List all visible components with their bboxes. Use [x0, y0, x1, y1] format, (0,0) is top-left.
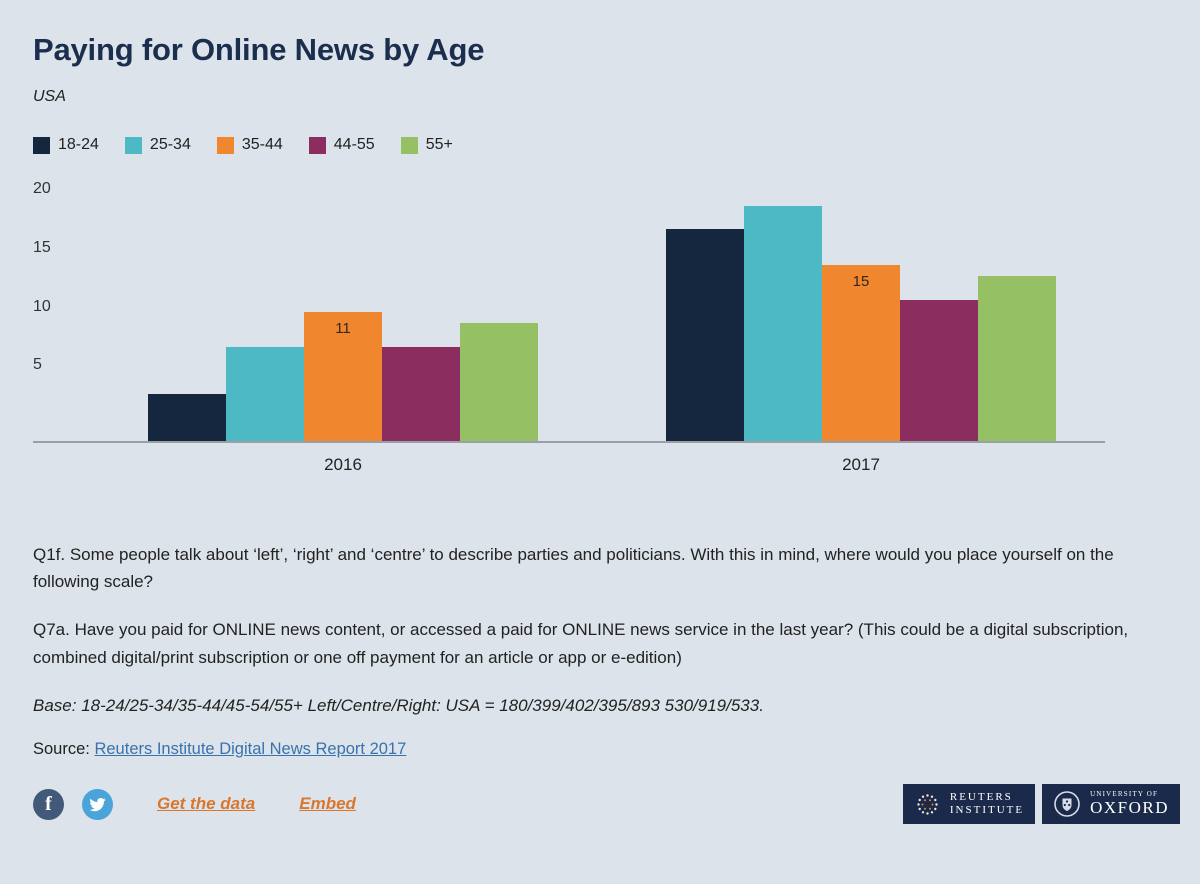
oxford-badge-line1: UNIVERSITY OF	[1090, 790, 1159, 799]
reuters-badge-line2: INSTITUTE	[949, 804, 1025, 816]
y-axis-tick: 10	[33, 297, 51, 315]
twitter-share-button[interactable]	[82, 788, 113, 820]
legend-label: 55+	[425, 136, 453, 153]
plot-area: 5 10 15 20 11 15	[33, 180, 1105, 443]
legend-item-44-55[interactable]: 44-55	[308, 136, 375, 154]
legend-swatch	[308, 136, 326, 154]
source-link[interactable]: Reuters Institute Digital News Report 20…	[94, 739, 407, 758]
legend-swatch	[33, 136, 50, 154]
oxford-badge-line2: OXFORD	[1090, 798, 1169, 818]
bar-44-55-2016[interactable]	[382, 347, 460, 441]
oxford-crest-icon	[1054, 791, 1080, 817]
x-axis: 2016 2017	[33, 455, 1105, 483]
legend-item-55+[interactable]: 55+	[400, 136, 453, 154]
facebook-share-button[interactable]: f	[33, 788, 64, 820]
reuters-logo-icon	[917, 793, 938, 815]
bar-25-34-2017[interactable]	[744, 206, 822, 441]
bar-group-2017: 15	[666, 206, 1056, 441]
legend-label: 18-24	[58, 136, 99, 153]
bar-18-24-2017[interactable]	[666, 229, 744, 441]
bar-25-34-2016[interactable]	[226, 347, 304, 441]
page-title: Paying for Online News by Age	[33, 32, 485, 67]
bar-value-label: 15	[852, 273, 870, 290]
bar-55plus-2017[interactable]	[978, 276, 1056, 441]
bar-35-44-2017[interactable]: 15	[822, 265, 900, 441]
legend-item-35-44[interactable]: 35-44	[216, 136, 283, 154]
embed-link[interactable]: Embed	[299, 794, 356, 813]
bar-group-2016: 11	[148, 312, 538, 441]
twitter-icon	[89, 797, 106, 811]
note-q1f: Q1f. Some people talk about ‘left’, ‘rig…	[33, 545, 1114, 592]
bar-55plus-2016[interactable]	[460, 323, 538, 441]
legend-item-18-24[interactable]: 18-24	[33, 136, 99, 154]
source-line: Source: Reuters Institute Digital News R…	[33, 740, 1167, 759]
legend-label: 44-55	[333, 136, 375, 153]
y-axis-tick: 5	[33, 356, 42, 374]
x-axis-label-2017: 2017	[842, 455, 880, 474]
reuters-badge-line1: REUTERS	[949, 791, 1013, 804]
legend-swatch	[216, 136, 234, 154]
legend-swatch	[400, 136, 418, 154]
footer-badges: REUTERS INSTITUTE UNIVERSITY OF OXFORD	[902, 784, 1180, 824]
source-label: Source:	[33, 739, 90, 758]
legend-label: 25-34	[149, 136, 191, 153]
notes-block: Q1f. Some people talk about ‘left’, ‘rig…	[33, 541, 1167, 759]
bar-35-44-2016[interactable]: 11	[304, 312, 382, 441]
bar-18-24-2016[interactable]	[148, 394, 226, 441]
get-the-data-link[interactable]: Get the data	[157, 794, 256, 813]
oxford-badge: UNIVERSITY OF OXFORD	[1042, 784, 1180, 824]
legend-label: 35-44	[241, 136, 283, 153]
reuters-institute-badge: REUTERS INSTITUTE	[902, 784, 1036, 824]
bar-value-label: 11	[335, 320, 351, 337]
y-axis-tick: 20	[33, 180, 51, 197]
note-base: Base: 18-24/25-34/35-44/45-54/55+ Left/C…	[33, 695, 764, 715]
bar-44-55-2017[interactable]	[900, 300, 978, 441]
facebook-icon: f	[45, 792, 52, 815]
x-axis-label-2016: 2016	[324, 455, 362, 474]
footer: f Get the data Embed	[33, 784, 1180, 824]
chart-subtitle: USA	[33, 88, 66, 105]
legend-swatch	[124, 136, 142, 154]
note-q7a: Q7a. Have you paid for ONLINE news conte…	[33, 620, 1129, 667]
legend-item-25-34[interactable]: 25-34	[124, 136, 191, 154]
y-axis-tick: 15	[33, 238, 51, 256]
legend: 18-24 25-34 35-44 44-55 55+	[33, 136, 1167, 154]
